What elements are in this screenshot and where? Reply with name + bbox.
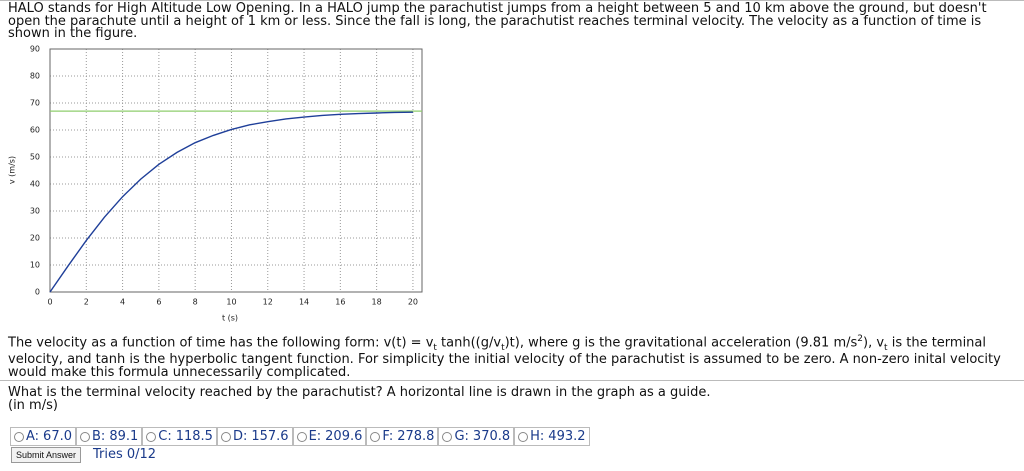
tries: Tries 0/12 [93,447,157,462]
option-letter: G: [454,429,469,444]
option-text: 67.0 [43,429,72,444]
x-tick-label: 2 [84,298,89,307]
y-axis-label: v (m/s) [8,156,17,184]
y-tick-label: 0 [35,288,40,297]
subscript: t [884,342,888,353]
x-tick-label: 6 [156,298,161,307]
chart: t (s) v (m/s) 0 10 20 30 40 50 60 70 80 90 0 2 4 6 8 10… [8,45,423,323]
submit-button[interactable]: Submit Answer [11,447,82,463]
y-tick-label: 40 [30,180,40,189]
intro: HALO stands for High Altitude Low Openin… [8,1,987,41]
option-text: 118.5 [175,429,213,444]
x-tick-label: 14 [299,298,309,307]
x-tick-label: 16 [335,298,345,307]
subscript: t [501,342,505,353]
y-tick-label: 10 [30,261,40,270]
answer-option[interactable]: D: 157.6 [218,428,294,445]
question-unit: (in m/s) [8,397,58,413]
x-tick-label: 12 [263,298,273,307]
answer-option[interactable]: E: 209.6 [294,428,368,445]
answer-option[interactable]: F: 278.8 [367,428,440,445]
radio[interactable] [14,431,24,442]
option-text: 209.6 [325,429,363,444]
x-tick-label: 18 [372,298,382,307]
answer-option[interactable]: A: 67.0 [11,428,77,445]
y-tick-label: 20 [30,234,40,243]
option-text: 157.6 [251,429,289,444]
superscript: 2 [857,334,864,344]
answer-option[interactable]: H: 493.2 [515,428,588,445]
x-tick-label: 4 [120,298,125,307]
option-letter: C: [158,429,172,444]
option-letter: H: [530,429,545,444]
answer-option[interactable]: B: 89.1 [77,428,144,445]
y-tick-label: 90 [30,45,40,54]
option-text: 278.8 [397,429,435,444]
answer-options: A: 67.0 B: 89.1 C: 118.5 D: 157.6 E: 209.6 F: 278.8… [10,427,590,446]
x-tick-label: 10 [226,298,236,307]
text: is the terminal velocity, and tanh is th… [8,335,1001,380]
radio[interactable] [442,431,453,442]
text: The velocity as a function of time has t… [8,335,434,351]
radio[interactable] [518,431,529,442]
option-letter: B: [92,429,106,444]
explanation: The velocity as a function of time has t… [8,333,1018,379]
plot-frame [49,48,423,293]
y-tick-label: 30 [30,207,40,216]
radio[interactable] [220,431,231,442]
velocity-curve [49,111,413,293]
option-letter: D: [232,429,248,444]
question: What is the terminal velocity reached by… [8,385,711,413]
x-axis-label: t (s) [222,314,238,323]
option-letter: E: [308,429,322,444]
text: ), v [863,335,885,351]
option-letter: A: [26,429,40,444]
radio[interactable] [370,431,381,442]
radio[interactable] [80,431,90,442]
divider [0,380,1024,381]
y-tick-label: 80 [30,72,40,81]
text: tanh((g/v [436,335,502,351]
x-tick-label: 0 [47,298,52,307]
option-text: 370.8 [472,429,511,444]
x-tick-label: 20 [408,298,418,307]
top-border [0,0,1024,1]
question-text: What is the terminal velocity reached by… [8,385,711,400]
option-letter: F: [382,429,394,444]
y-tick-label: 60 [30,126,40,135]
subscript: t [433,342,437,353]
option-text: 89.1 [109,429,139,444]
radio[interactable] [296,431,307,442]
text: )t), where g is the gravitational accele… [504,335,858,351]
option-text: 493.2 [548,429,586,444]
y-tick-label: 70 [30,99,40,108]
answer-option[interactable]: C: 118.5 [143,428,218,445]
answer-option[interactable]: G: 370.8 [439,428,516,445]
radio[interactable] [146,431,157,442]
x-tick-label: 8 [193,298,198,307]
y-tick-label: 50 [30,153,40,162]
